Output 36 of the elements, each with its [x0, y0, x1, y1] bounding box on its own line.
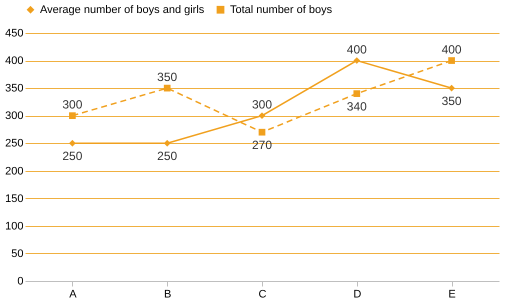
x-tick-label: C: [258, 288, 267, 300]
y-tick-label: 200: [5, 165, 24, 178]
data-label: 400: [442, 42, 462, 57]
point: [164, 84, 171, 92]
point: [69, 112, 76, 120]
data-label: 340: [346, 100, 368, 114]
data-label: 250: [157, 149, 178, 164]
data-label: 250: [62, 149, 83, 164]
point: [448, 84, 455, 92]
x-tick-label: B: [164, 288, 172, 300]
point: [448, 57, 455, 64]
data-label: 300: [252, 98, 272, 112]
x-tick-label: E: [448, 288, 456, 300]
x-tick-label: D: [353, 288, 362, 300]
point: [353, 57, 360, 64]
y-tick-label: 350: [5, 82, 24, 95]
point: [258, 128, 266, 136]
legend-label: Average number of boys and girls: [40, 4, 205, 16]
y-tick-label: 300: [5, 110, 24, 122]
y-tick-label: 0: [17, 276, 24, 288]
point: [258, 112, 266, 120]
y-tick-label: 400: [5, 55, 24, 68]
point: [69, 140, 76, 147]
point: [164, 140, 171, 147]
data-label: 350: [442, 94, 462, 108]
y-tick-label: 150: [5, 192, 24, 205]
x-tick-label: A: [69, 288, 78, 300]
legend-label: Total number of boys: [230, 4, 333, 16]
y-tick-label: 450: [5, 28, 24, 40]
data-label: 350: [157, 70, 178, 84]
y-tick-label: 100: [5, 220, 24, 232]
data-label: 400: [346, 42, 368, 57]
point: [353, 90, 360, 97]
data-label: 300: [62, 98, 83, 112]
y-tick-label: 50: [11, 248, 24, 260]
y-tick-label: 250: [5, 138, 24, 150]
